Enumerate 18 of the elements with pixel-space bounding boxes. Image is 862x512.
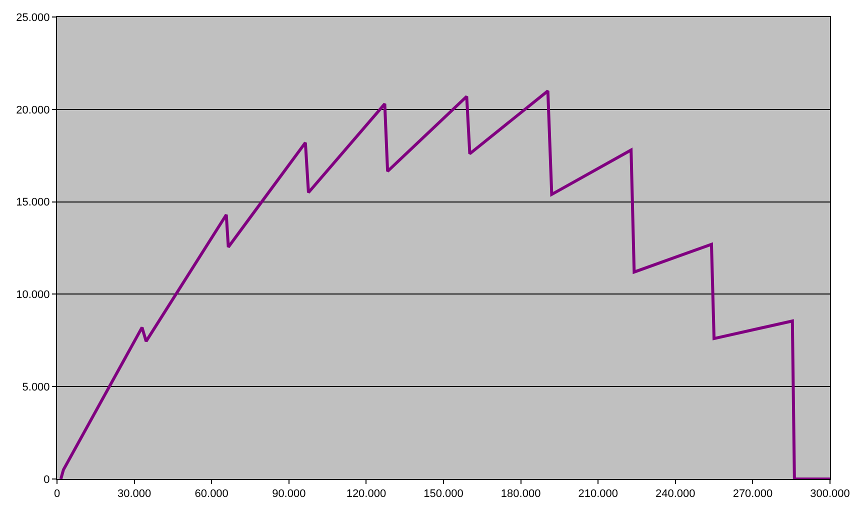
x-tick-label: 240.000 <box>656 488 696 500</box>
x-tick-label: 150.000 <box>424 488 464 500</box>
x-tick-label: 300.000 <box>810 488 850 500</box>
y-tick-label: 20.000 <box>16 104 50 116</box>
line-series <box>59 89 830 479</box>
x-tick-label: 30.000 <box>117 488 152 500</box>
y-tick-label: 25.000 <box>16 12 50 24</box>
x-tick-label: 180.000 <box>500 488 541 500</box>
x-tick-label: 60.000 <box>194 488 228 500</box>
y-tick-label: 5.000 <box>22 381 50 394</box>
x-tick-label: 0 <box>54 488 60 500</box>
y-tick-label: 0 <box>44 474 50 486</box>
x-tick-label: 270.000 <box>732 488 773 500</box>
y-tick-label: 10.000 <box>16 289 50 302</box>
x-tick-label: 210.000 <box>578 488 618 500</box>
x-tick-label: 120.000 <box>346 488 386 500</box>
y-tick-label: 15.000 <box>16 196 50 209</box>
x-tick-label: 90.000 <box>272 488 306 500</box>
